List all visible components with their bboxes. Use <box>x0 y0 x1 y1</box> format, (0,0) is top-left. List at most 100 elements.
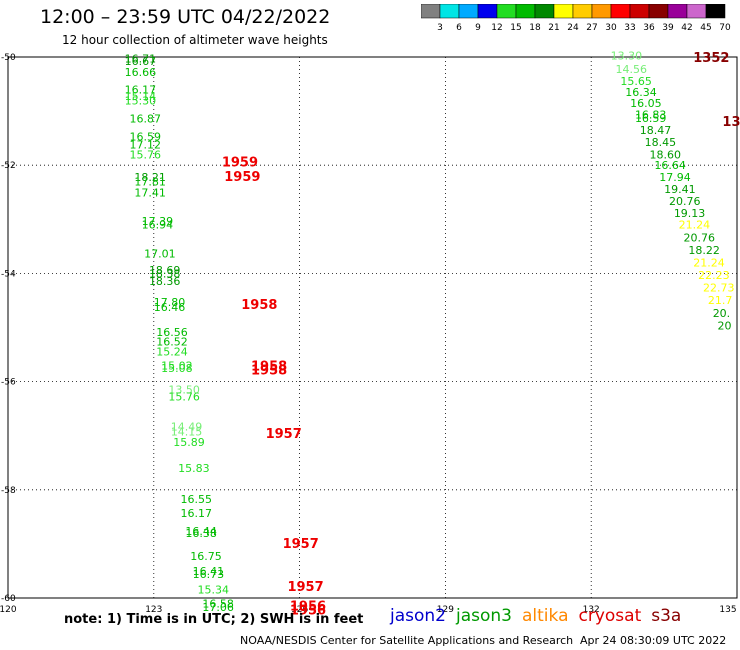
pass-time-label: 1958 <box>251 364 287 379</box>
y-tick-label: -56 <box>1 378 16 388</box>
swh-value-label: 19.13 <box>674 207 706 220</box>
y-tick-label: -52 <box>1 161 16 171</box>
swh-value-label: 17.94 <box>659 171 691 184</box>
time-labels: 1959195919581958195819571957195719561956… <box>222 51 740 615</box>
plot-frame <box>7 56 738 599</box>
footer-credit: NOAA/NESDIS Center for Satellite Applica… <box>240 634 574 647</box>
colorbar-label: 6 <box>456 23 462 33</box>
swh-value-label: 15.08 <box>161 362 193 375</box>
swh-value-label: 18.38 <box>149 267 181 280</box>
swh-value-label: 18.22 <box>688 244 720 257</box>
pass-time-label: 1957 <box>287 580 323 595</box>
colorbar-label: 18 <box>529 23 541 33</box>
swh-value-label: 17.41 <box>134 186 166 199</box>
swh-value-label: 16.83 <box>635 108 667 121</box>
swh-value-label: 14.15 <box>171 425 203 438</box>
swh-value-label: 20.76 <box>669 195 701 208</box>
colorbar-label: 36 <box>643 23 655 33</box>
swh-value-label: 16.17 <box>125 83 157 96</box>
swh-value-label: 16.75 <box>190 550 222 563</box>
pass-time-label: 1351 <box>722 115 740 130</box>
footer-timestamp: Apr 24 08:30:09 UTC 2022 <box>580 634 727 647</box>
pass-time-label: 1957 <box>266 427 302 442</box>
colorbar-swatch <box>705 4 726 19</box>
colorbar-label: 3 <box>437 23 443 33</box>
swh-value-label: 16.71 <box>125 53 157 66</box>
swh-value-label: 20. <box>713 307 731 320</box>
swh-data-labels: 16.7116.6716.6616.1715.1415.3016.8716.59… <box>125 49 735 614</box>
swh-value-label: 17.81 <box>134 175 166 188</box>
axes: 120 123 126 129 132 135 -50 -52 -54 -56 -58 -60 <box>0 53 738 615</box>
x-tick-label: 129 <box>437 605 454 615</box>
swh-value-label: 17.06 <box>202 601 234 614</box>
swh-value-label: 16.59 <box>635 112 667 125</box>
x-tick-label: 123 <box>145 605 162 615</box>
swh-value-label: 15.76 <box>130 148 162 161</box>
swh-value-label: 21.24 <box>679 219 711 232</box>
swh-value-label: 15.65 <box>620 75 652 88</box>
swh-value-label: 15.30 <box>125 94 157 107</box>
swh-value-label: 18.45 <box>645 136 677 149</box>
satellite-legend-item: jason2 <box>390 606 446 626</box>
swh-value-label: 16.46 <box>154 301 186 314</box>
colorbar-label: 45 <box>700 23 711 33</box>
satellite-legend-item: jason3 <box>456 606 512 626</box>
colorbar-label: 39 <box>662 23 674 33</box>
swh-value-label: 14.49 <box>171 421 203 434</box>
colorbar-label: 70 <box>719 23 731 33</box>
satellite-legend: jason2 jason3 altika cryosat s3a <box>390 606 691 626</box>
x-tick-label: 135 <box>719 605 736 615</box>
colorbar-label: 12 <box>491 23 502 33</box>
colorbar-label: 42 <box>681 23 692 33</box>
satellite-legend-item: cryosat <box>578 606 642 626</box>
swh-value-label: 15.02 <box>161 359 193 372</box>
colorbar-label: 9 <box>475 23 481 33</box>
swh-value-label: 13.30 <box>611 49 643 62</box>
pass-time-label: 1958 <box>251 359 287 374</box>
satellite-legend-item: altika <box>522 606 569 626</box>
y-tick-label: -58 <box>1 486 16 496</box>
colorbar-label: 15 <box>510 23 521 33</box>
swh-value-label: 17.12 <box>130 139 162 152</box>
swh-value-label: 16.05 <box>630 97 662 110</box>
swh-value-label: 16.56 <box>156 326 188 339</box>
colorbar-label: 24 <box>567 23 579 33</box>
swh-value-label: 15.34 <box>198 583 230 596</box>
colorbar-label: 21 <box>548 23 559 33</box>
swh-value-label: 15.76 <box>168 391 200 404</box>
swh-value-label: 16.34 <box>625 86 657 99</box>
swh-value-label: 16.58 <box>202 597 234 610</box>
swh-value-label: 16.87 <box>130 113 162 126</box>
pass-time-label: 1956 <box>290 600 326 615</box>
swh-value-label: 16.52 <box>156 336 188 349</box>
swh-value-label: 22.23 <box>698 269 730 282</box>
pass-time-label: 1958 <box>241 298 277 313</box>
swh-value-label: 18.47 <box>640 124 672 137</box>
swh-value-label: 15.14 <box>125 90 157 103</box>
y-tick-label: -60 <box>1 594 16 604</box>
swh-value-label: 18.21 <box>134 171 166 184</box>
pass-time-label: 1959 <box>222 155 258 170</box>
swh-value-label: 21.24 <box>693 257 725 270</box>
swh-value-label: 16.38 <box>185 527 217 540</box>
colorbar-label: 30 <box>605 23 617 33</box>
swh-value-label: 19.41 <box>664 183 696 196</box>
pass-time-label: 1959 <box>224 170 260 185</box>
y-tick-label: -50 <box>1 53 16 63</box>
swh-value-label: 16.94 <box>142 219 174 232</box>
swh-value-label: 18.69 <box>149 264 181 277</box>
swh-value-label: 14.56 <box>616 63 648 76</box>
swh-value-label: 16.67 <box>125 55 157 68</box>
swh-value-label: 15.83 <box>178 462 210 475</box>
pass-time-label: 1957 <box>283 537 319 552</box>
grid-lines <box>7 56 738 599</box>
swh-value-label: 20 <box>718 319 732 332</box>
swh-value-label: 22.73 <box>703 281 735 294</box>
y-tick-label: -54 <box>1 269 16 279</box>
swh-value-label: 15.89 <box>173 436 205 449</box>
swh-value-label: 16.44 <box>185 525 217 538</box>
swh-value-label: 16.41 <box>193 565 225 578</box>
swh-value-label: 16.64 <box>654 159 686 172</box>
page-title: 12:00 – 23:59 UTC 04/22/2022 <box>40 6 331 28</box>
